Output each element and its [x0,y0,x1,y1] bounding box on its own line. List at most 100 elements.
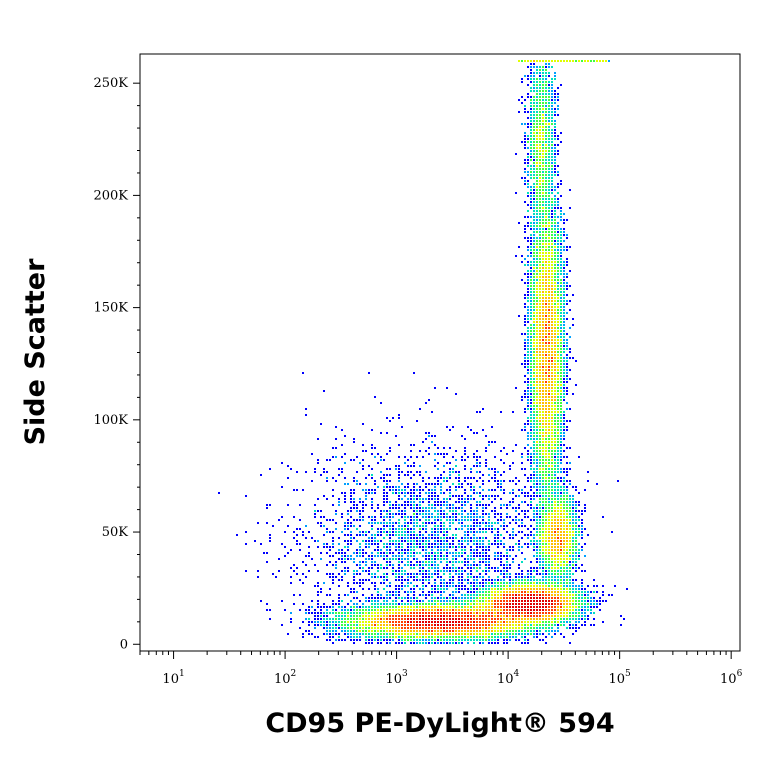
event-dot [539,423,541,425]
event-dot [398,498,400,500]
event-dot [410,546,412,548]
event-dot [401,561,403,563]
event-dot [551,276,553,278]
event-dot [419,615,421,617]
event-dot [428,540,430,542]
event-dot [341,516,343,518]
event-dot [461,537,463,539]
event-dot [407,561,409,563]
event-dot [551,273,553,275]
event-dot [374,483,376,485]
event-dot [548,429,550,431]
event-dot [560,195,562,197]
event-dot [434,504,436,506]
event-dot [533,597,535,599]
event-dot [383,615,385,617]
event-dot [533,354,535,356]
event-dot [599,597,601,599]
event-dot [305,414,307,416]
event-dot [542,444,544,446]
event-dot [551,288,553,290]
event-dot [398,519,400,521]
event-dot [419,537,421,539]
event-dot [539,312,541,314]
event-dot [545,450,547,452]
event-dot [539,351,541,353]
event-dot [266,603,268,605]
event-dot [326,531,328,533]
event-dot [527,504,529,506]
event-dot [443,531,445,533]
event-dot [560,585,562,587]
event-dot [389,525,391,527]
event-dot [545,477,547,479]
event-dot [524,495,526,497]
event-dot [512,612,514,614]
event-dot [536,294,538,296]
event-dot [563,384,565,386]
event-dot [434,522,436,524]
event-dot [359,462,361,464]
event-dot [554,432,556,434]
event-dot [548,237,550,239]
event-dot [497,519,499,521]
event-dot [533,264,535,266]
event-dot [542,87,544,89]
event-dot [533,429,535,431]
event-dot [410,567,412,569]
event-dot [539,369,541,371]
event-dot [530,477,532,479]
event-dot [491,591,493,593]
event-dot [578,456,580,458]
event-dot [377,549,379,551]
event-dot [326,573,328,575]
event-dot [347,609,349,611]
event-dot [545,336,547,338]
event-dot [527,384,529,386]
event-dot [539,444,541,446]
event-dot [539,357,541,359]
event-dot [539,150,541,152]
event-dot [548,111,550,113]
event-dot [551,300,553,302]
event-dot [563,597,565,599]
event-dot [386,534,388,536]
event-dot [449,462,451,464]
event-dot [446,570,448,572]
event-dot [569,480,571,482]
event-dot [530,171,532,173]
event-dot [440,501,442,503]
event-dot [407,558,409,560]
event-dot [557,444,559,446]
event-dot [341,513,343,515]
event-dot [560,441,562,443]
event-dot [590,609,592,611]
event-dot [353,561,355,563]
event-dot [500,597,502,599]
event-dot [461,543,463,545]
event-dot [506,507,508,509]
event-dot [569,246,571,248]
event-dot [488,555,490,557]
event-dot [452,561,454,563]
event-dot [494,606,496,608]
event-dot [446,585,448,587]
event-dot [362,555,364,557]
event-dot [539,402,541,404]
event-dot [401,585,403,587]
event-dot [506,576,508,578]
event-dot [407,600,409,602]
event-dot [539,288,541,290]
event-dot [320,591,322,593]
event-dot [416,609,418,611]
event-dot [326,546,328,548]
event-dot [422,579,424,581]
event-dot [467,534,469,536]
event-dot [395,600,397,602]
event-dot [341,609,343,611]
event-dot [512,609,514,611]
event-dot [560,468,562,470]
event-dot [536,426,538,428]
event-dot [392,558,394,560]
event-dot [542,405,544,407]
